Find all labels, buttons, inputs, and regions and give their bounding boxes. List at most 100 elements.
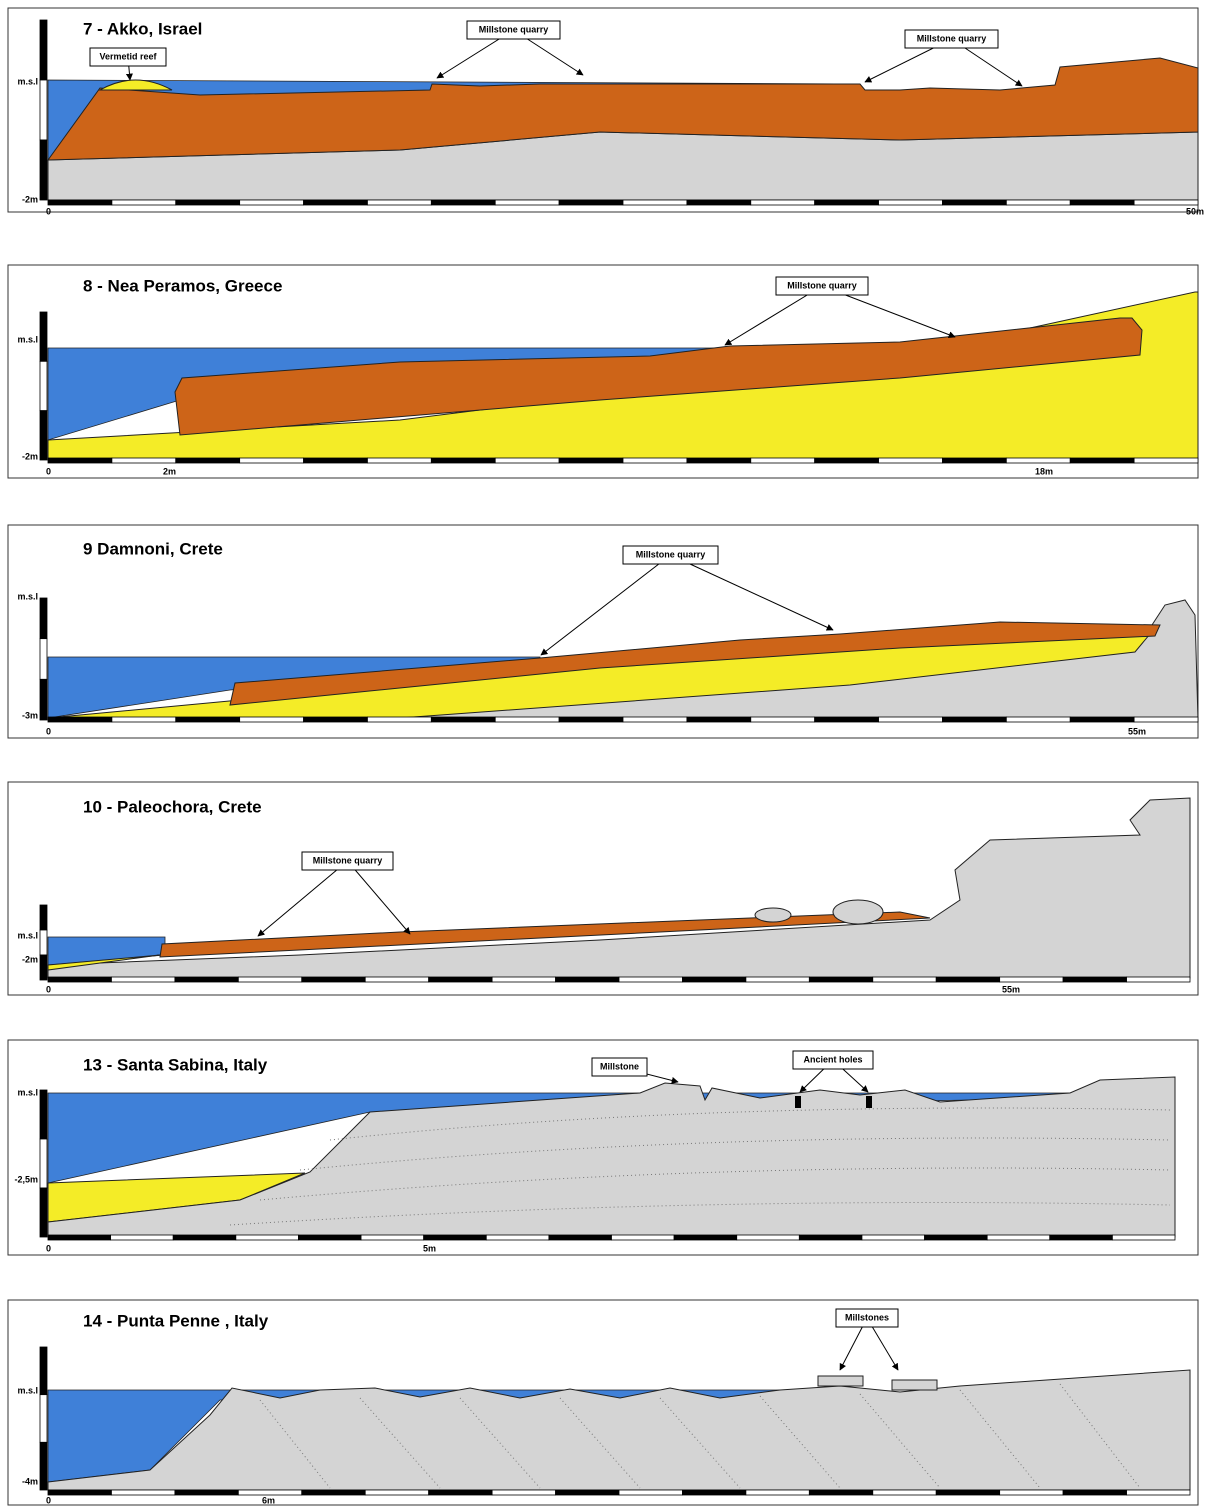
distance-scale-bar	[304, 200, 368, 205]
distance-scale-bar	[240, 717, 304, 722]
distance-scale-bar	[112, 200, 176, 205]
depth-scale-bar	[40, 1139, 47, 1188]
distance-scale-bar	[48, 1235, 111, 1240]
distance-scale-bar	[367, 200, 431, 205]
distance-scale-bar	[862, 1235, 925, 1240]
callout-label: Millstones	[845, 1312, 889, 1322]
distance-scale-bar	[492, 977, 555, 982]
distance-scale-bar	[365, 977, 428, 982]
distance-scale-bar	[556, 1490, 619, 1495]
depth-scale-bar	[40, 140, 47, 200]
distance-scale-bar	[48, 977, 111, 982]
depth-scale-bar	[40, 312, 47, 361]
distance-scale-bar	[746, 977, 809, 982]
depth-scale-bar	[40, 1188, 47, 1237]
distance-scale-bar	[682, 977, 745, 982]
distance-scale-bar	[815, 200, 879, 205]
distance-scale-bar	[751, 200, 815, 205]
depth-label: -2m	[22, 954, 38, 964]
msl-label: m.s.l	[17, 1087, 38, 1097]
distance-scale-bar	[176, 458, 240, 463]
distance-scale-bar	[240, 458, 304, 463]
distance-scale-bar	[936, 977, 999, 982]
distance-scale-bar	[556, 977, 619, 982]
depth-label: -3m	[22, 710, 38, 720]
depth-label: -4m	[22, 1476, 38, 1486]
distance-scale-bar	[424, 1235, 487, 1240]
distance-scale-bar	[304, 717, 368, 722]
msl-label: m.s.l	[17, 1385, 38, 1395]
distance-scale-bar	[687, 200, 751, 205]
distance-scale-bar	[1134, 717, 1198, 722]
distance-scale-bar	[623, 200, 687, 205]
distance-scale-bar	[623, 458, 687, 463]
depth-scale-bar	[40, 20, 47, 80]
distance-scale-bar	[1006, 458, 1070, 463]
msl-label: m.s.l	[17, 930, 38, 940]
distance-scale-bar	[549, 1235, 612, 1240]
panel-title: 9 Damnoni, Crete	[83, 539, 223, 558]
distance-scale-bar	[48, 1490, 111, 1495]
panel-title: 10 - Paleochora, Crete	[83, 797, 262, 816]
depth-scale-bar	[40, 679, 47, 720]
distance-scale-bar	[879, 458, 943, 463]
distance-scale-bar	[492, 1490, 555, 1495]
distance-label: 5m	[423, 1243, 436, 1253]
distance-scale-bar	[486, 1235, 549, 1240]
distance-scale-bar	[987, 1235, 1050, 1240]
msl-label: m.s.l	[17, 334, 38, 344]
distance-label: 0	[46, 1243, 51, 1253]
distance-scale-bar	[1006, 200, 1070, 205]
distance-label: 0	[46, 726, 51, 736]
callout-label: Ancient holes	[803, 1054, 862, 1064]
distance-scale-bar	[1112, 1235, 1175, 1240]
callout-label: Millstone quarry	[636, 549, 706, 559]
ancient-hole	[866, 1096, 872, 1108]
depth-scale-bar	[40, 598, 47, 639]
distance-scale-bar	[367, 458, 431, 463]
distance-scale-bar	[48, 717, 112, 722]
distance-scale-bar	[495, 717, 559, 722]
distance-scale-bar	[495, 458, 559, 463]
callout-label: Millstone quarry	[917, 33, 987, 43]
distance-scale-bar	[682, 1490, 745, 1495]
callout-label: Millstone	[600, 1061, 639, 1071]
millstone	[892, 1380, 937, 1390]
distance-scale-bar	[240, 200, 304, 205]
distance-scale-bar	[612, 1235, 675, 1240]
distance-scale-bar	[815, 458, 879, 463]
distance-scale-bar	[936, 1490, 999, 1495]
depth-scale-bar	[40, 1347, 47, 1395]
distance-scale-bar	[238, 977, 301, 982]
distance-scale-bar	[1070, 458, 1134, 463]
distance-scale-bar	[238, 1490, 301, 1495]
distance-scale-bar	[879, 200, 943, 205]
depth-scale-bar	[40, 80, 47, 140]
ancient-hole	[795, 1096, 801, 1108]
distance-scale-bar	[942, 458, 1006, 463]
depth-scale-bar	[40, 361, 47, 410]
callout-label: Vermetid reef	[99, 51, 157, 61]
distance-scale-bar	[873, 977, 936, 982]
distance-scale-bar	[746, 1490, 809, 1495]
distance-scale-bar	[431, 717, 495, 722]
distance-scale-bar	[619, 1490, 682, 1495]
distance-scale-bar	[559, 200, 623, 205]
distance-scale-bar	[623, 717, 687, 722]
distance-scale-bar	[112, 717, 176, 722]
panel-title: 8 - Nea Peramos, Greece	[83, 276, 282, 295]
distance-scale-bar	[431, 458, 495, 463]
distance-scale-bar	[298, 1235, 361, 1240]
distance-scale-bar	[1063, 1490, 1126, 1495]
distance-scale-bar	[559, 458, 623, 463]
distance-scale-bar	[815, 717, 879, 722]
distance-scale-bar	[1070, 717, 1134, 722]
distance-scale-bar	[799, 1235, 862, 1240]
distance-label: 0	[46, 984, 51, 994]
distance-scale-bar	[1070, 200, 1134, 205]
depth-scale-bar	[40, 639, 47, 680]
distance-scale-bar	[559, 717, 623, 722]
distance-scale-bar	[1050, 1235, 1113, 1240]
panel-title: 7 - Akko, Israel	[83, 19, 202, 38]
distance-label: 18m	[1035, 466, 1053, 476]
